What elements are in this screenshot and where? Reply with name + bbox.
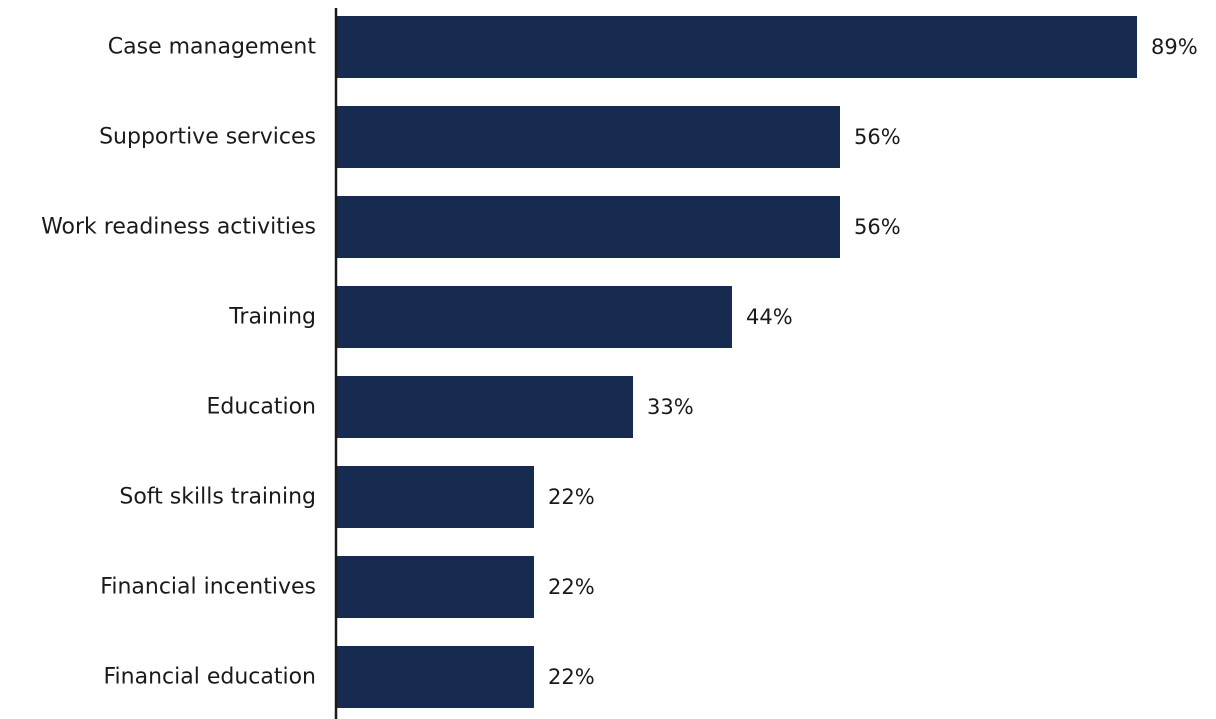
value-label-financial-incentives: 22% [548,575,595,599]
bar-education [336,376,633,438]
category-labels: Case management Supportive services Work r… [41,35,316,690]
category-label-education: Education [206,395,316,420]
category-label-financial-education: Financial education [104,665,317,690]
category-label-soft-skills-training: Soft skills training [119,485,316,510]
category-label-training: Training [228,305,316,330]
category-label-work-readiness-activities: Work readiness activities [41,215,316,240]
bar-work-readiness-activities [336,196,840,258]
category-label-financial-incentives: Financial incentives [100,575,316,600]
category-label-case-management: Case management [108,35,317,60]
value-label-case-management: 89% [1151,35,1198,59]
value-label-training: 44% [746,305,793,329]
bar-case-management [336,16,1137,78]
value-labels: 89% 56% 56% 44% 33% 22% 22% 22% [548,35,1198,689]
value-label-supportive-services: 56% [854,125,901,149]
bars-layer [336,16,1137,708]
value-label-education: 33% [647,395,694,419]
bar-soft-skills-training [336,466,534,528]
bar-training [336,286,732,348]
category-label-supportive-services: Supportive services [99,125,316,150]
value-label-work-readiness-activities: 56% [854,215,901,239]
bar-financial-incentives [336,556,534,618]
bar-financial-education [336,646,534,708]
value-label-soft-skills-training: 22% [548,485,595,509]
value-label-financial-education: 22% [548,665,595,689]
bar-supportive-services [336,106,840,168]
